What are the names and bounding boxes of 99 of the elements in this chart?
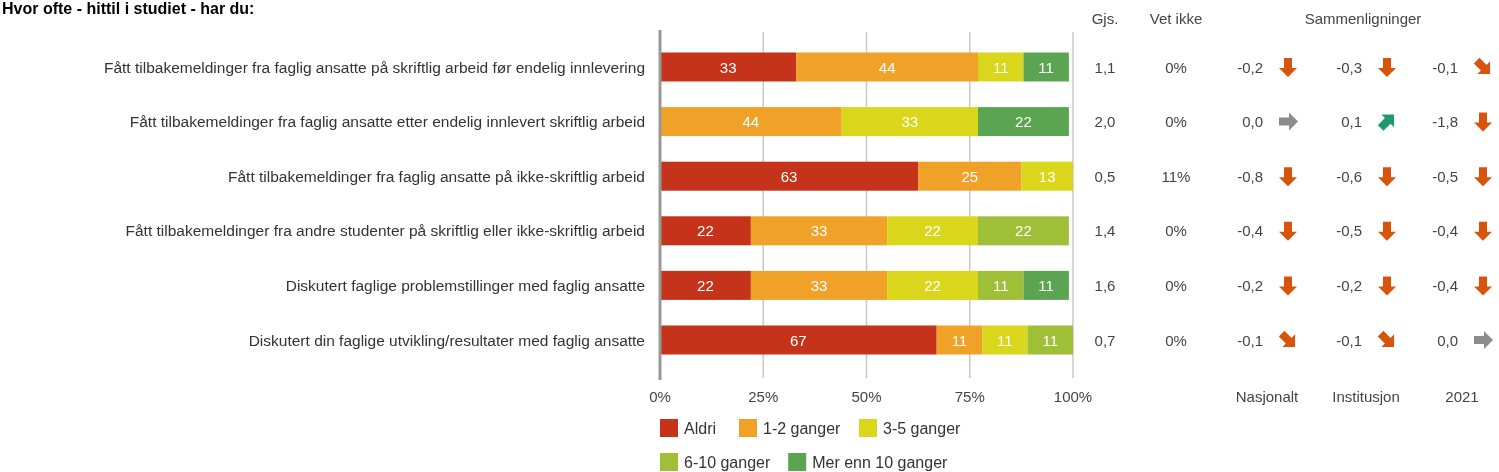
y-tick-label: Fått tilbakemeldinger fra faglig ansatte på ikke-skriftlig arbeid xyxy=(228,167,645,185)
text: -0,6 xyxy=(1336,167,1362,185)
bar xyxy=(887,270,979,300)
data-label: 11 xyxy=(951,331,968,349)
data-label: 44 xyxy=(878,58,896,76)
text: 0,0 xyxy=(1242,113,1263,131)
bar xyxy=(660,325,937,355)
y-tick-label: Diskutert faglige problemstillinger med faglig ansatte xyxy=(285,276,645,294)
text: -0,3 xyxy=(1336,58,1362,76)
category-label: Gjs. xyxy=(1091,10,1119,27)
text: 0% xyxy=(1165,58,1187,76)
bar xyxy=(1023,270,1069,300)
data-label: 33 xyxy=(719,58,737,76)
x-tick-label: 50% xyxy=(851,388,882,405)
bar xyxy=(1021,161,1074,191)
data-label: 63 xyxy=(780,167,798,185)
text: -0,5 xyxy=(1336,222,1362,240)
text: 0,7 xyxy=(1094,331,1116,349)
y-tick-label: Diskutert din faglige utvikling/resultater med faglig ansatte xyxy=(248,331,645,349)
bar xyxy=(1027,325,1073,355)
bar xyxy=(1023,52,1069,82)
legend-label: 3-5 ganger xyxy=(883,420,962,437)
x-tick-label: 25% xyxy=(748,388,779,405)
bar xyxy=(936,325,983,355)
text: 2,0 xyxy=(1094,113,1116,131)
data-label: 11 xyxy=(1038,276,1054,294)
data-label: 11 xyxy=(992,276,1009,294)
bar xyxy=(796,52,979,82)
text: -0,4 xyxy=(1237,222,1263,240)
text: Sammenligninger xyxy=(1304,10,1422,27)
x-tick-label: 100% xyxy=(1053,388,1093,405)
data-label: 11 xyxy=(1042,331,1059,349)
bar xyxy=(660,216,751,246)
text: -0,4 xyxy=(1432,222,1458,240)
bar xyxy=(750,270,888,300)
data-label: 67 xyxy=(790,331,807,349)
text: -0,1 xyxy=(1237,331,1263,349)
bar xyxy=(978,107,1069,137)
data-label: 44 xyxy=(742,113,760,131)
text: Hvor ofte - hittil i studiet - har du: xyxy=(2,0,255,17)
category-label: 2021 xyxy=(1445,388,1479,405)
text: -0,2 xyxy=(1336,276,1362,294)
category-label: Vet ikke xyxy=(1149,10,1203,27)
bar xyxy=(660,270,751,300)
text: -0,1 xyxy=(1336,331,1362,349)
text: -0,2 xyxy=(1237,276,1263,294)
text: 0,0 xyxy=(1437,331,1458,349)
text: -0,1 xyxy=(1432,58,1458,76)
bar xyxy=(841,107,979,137)
text: 1,1 xyxy=(1094,58,1116,76)
text: 1,4 xyxy=(1094,222,1116,240)
text: -0,2 xyxy=(1237,58,1263,76)
bar xyxy=(918,161,1022,191)
text: 1,6 xyxy=(1094,276,1116,294)
category-label: Institusjon xyxy=(1332,388,1400,405)
data-label: 11 xyxy=(997,331,1013,349)
category-label: Nasjonalt xyxy=(1235,388,1300,405)
bar xyxy=(978,270,1024,300)
text: -0,8 xyxy=(1237,167,1263,185)
bar xyxy=(750,216,888,246)
x-tick-label: 75% xyxy=(954,388,985,405)
data-label: 22 xyxy=(1015,113,1032,131)
x-tick-label: 0% xyxy=(649,388,671,405)
text: 0,5 xyxy=(1094,167,1116,185)
text: 0% xyxy=(1165,113,1187,131)
data-label: 22 xyxy=(924,276,941,294)
legend-label: Mer enn 10 ganger xyxy=(812,454,949,471)
bar xyxy=(660,107,842,137)
bar xyxy=(978,216,1069,246)
data-label: 11 xyxy=(992,58,1009,76)
y-tick-label: Fått tilbakemeldinger fra faglig ansatte på skriftlig arbeid før endelig innlevering xyxy=(103,58,645,76)
data-label: 22 xyxy=(924,222,941,240)
data-label: 33 xyxy=(901,113,919,131)
text: -0,4 xyxy=(1432,276,1458,294)
data-label: 22 xyxy=(697,222,714,240)
text: 0% xyxy=(1165,331,1187,349)
data-label: 33 xyxy=(810,222,828,240)
text: 11% xyxy=(1161,167,1191,185)
data-label: 13 xyxy=(1038,167,1056,185)
legend-label: Aldri xyxy=(684,420,717,437)
bar xyxy=(660,52,797,82)
bar xyxy=(887,216,979,246)
bar xyxy=(660,161,919,191)
text: 0% xyxy=(1165,276,1187,294)
bar xyxy=(982,325,1028,355)
text: 0% xyxy=(1165,222,1187,240)
data-label: 25 xyxy=(961,167,979,185)
y-tick-label: Fått tilbakemeldinger fra andre studenter på skriftlig eller ikke-skriftlig arbeid xyxy=(125,222,645,240)
text: 0,1 xyxy=(1341,113,1362,131)
bar xyxy=(978,52,1024,82)
data-label: 11 xyxy=(1038,58,1054,76)
data-label: 33 xyxy=(810,276,828,294)
legend-label: 6-10 ganger xyxy=(684,454,771,471)
data-label: 22 xyxy=(1015,222,1032,240)
text: -1,8 xyxy=(1432,113,1458,131)
data-label: 22 xyxy=(697,276,714,294)
text: -0,5 xyxy=(1432,167,1458,185)
y-tick-label: Fått tilbakemeldinger fra faglig ansatte etter endelig innlevert skriftlig arbeid xyxy=(129,113,645,131)
legend-label: 1-2 ganger xyxy=(763,420,842,437)
